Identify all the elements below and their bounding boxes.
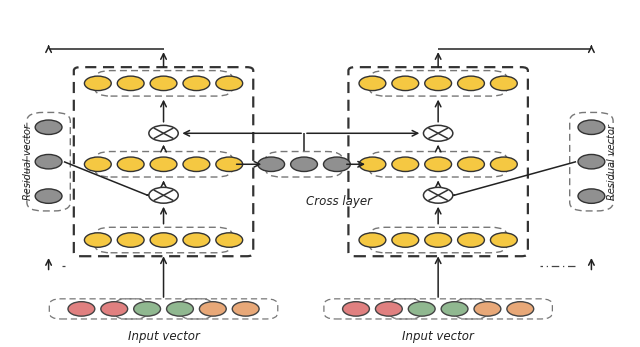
- Circle shape: [35, 120, 62, 135]
- Circle shape: [84, 233, 111, 247]
- Circle shape: [474, 302, 501, 316]
- Circle shape: [458, 157, 484, 171]
- Circle shape: [425, 233, 452, 247]
- Circle shape: [323, 157, 350, 171]
- Circle shape: [232, 302, 259, 316]
- Circle shape: [216, 157, 243, 171]
- Circle shape: [35, 154, 62, 169]
- Text: Residual vector: Residual vector: [607, 124, 617, 200]
- Circle shape: [578, 154, 605, 169]
- Text: Residual vector: Residual vector: [23, 124, 33, 200]
- Circle shape: [134, 302, 161, 316]
- Circle shape: [392, 157, 419, 171]
- Circle shape: [408, 302, 435, 316]
- Circle shape: [84, 76, 111, 91]
- Circle shape: [166, 302, 193, 316]
- Circle shape: [578, 189, 605, 203]
- Circle shape: [258, 157, 285, 171]
- Circle shape: [458, 76, 484, 91]
- Text: Input vector: Input vector: [127, 330, 200, 343]
- Circle shape: [424, 125, 453, 141]
- Circle shape: [490, 157, 517, 171]
- Circle shape: [376, 302, 403, 316]
- Circle shape: [183, 233, 210, 247]
- Circle shape: [149, 125, 178, 141]
- Circle shape: [424, 187, 453, 203]
- Circle shape: [117, 157, 144, 171]
- Circle shape: [68, 302, 95, 316]
- Circle shape: [150, 76, 177, 91]
- Circle shape: [117, 76, 144, 91]
- Circle shape: [359, 233, 386, 247]
- Circle shape: [150, 157, 177, 171]
- Circle shape: [291, 157, 317, 171]
- Circle shape: [150, 233, 177, 247]
- Circle shape: [84, 157, 111, 171]
- Circle shape: [101, 302, 127, 316]
- Circle shape: [216, 76, 243, 91]
- Circle shape: [425, 76, 452, 91]
- Circle shape: [359, 157, 386, 171]
- Circle shape: [149, 187, 178, 203]
- Circle shape: [578, 120, 605, 135]
- Circle shape: [441, 302, 468, 316]
- Circle shape: [342, 302, 369, 316]
- Text: Input vector: Input vector: [402, 330, 474, 343]
- Circle shape: [458, 233, 484, 247]
- Text: Cross layer: Cross layer: [306, 195, 372, 208]
- Circle shape: [359, 76, 386, 91]
- Circle shape: [507, 302, 534, 316]
- Circle shape: [392, 76, 419, 91]
- Circle shape: [183, 76, 210, 91]
- Circle shape: [200, 302, 226, 316]
- Circle shape: [117, 233, 144, 247]
- Circle shape: [392, 233, 419, 247]
- Circle shape: [35, 189, 62, 203]
- Circle shape: [490, 76, 517, 91]
- Circle shape: [425, 157, 452, 171]
- Circle shape: [183, 157, 210, 171]
- Circle shape: [490, 233, 517, 247]
- Circle shape: [216, 233, 243, 247]
